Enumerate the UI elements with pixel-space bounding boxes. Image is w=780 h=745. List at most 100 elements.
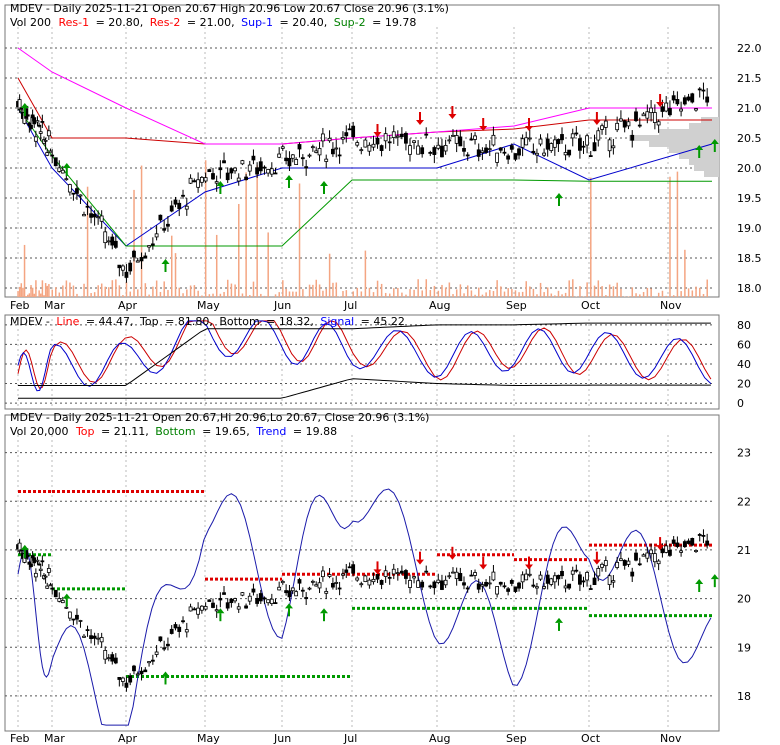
candle-body [96, 216, 101, 219]
volume-bar [661, 290, 664, 297]
candle-body [67, 611, 72, 619]
volume-bars [17, 160, 708, 297]
candle-body [38, 568, 43, 571]
legend-bottom-label: Bottom [219, 315, 259, 328]
candle-body [367, 579, 372, 586]
volume-bar [193, 285, 196, 297]
candle-body [645, 111, 650, 119]
candle-body [513, 153, 518, 160]
stochastic-lines [17, 320, 712, 399]
y-tick-label: 19.5 [737, 192, 762, 205]
candle-body [324, 591, 329, 594]
up-arrow-head [62, 163, 71, 168]
month-label: Aug [429, 299, 450, 312]
candle-body [491, 571, 496, 581]
y-tick-label: 80 [737, 319, 751, 332]
candle-body [656, 121, 661, 126]
volume-bar [335, 282, 338, 297]
down-arrow-head [525, 564, 533, 570]
candle-body [652, 112, 657, 123]
candle-body [412, 140, 416, 143]
y-tick-label: 20.5 [737, 132, 762, 145]
month-label: Jun [273, 732, 291, 745]
candle-body [552, 575, 557, 583]
month-label: Sep [506, 299, 527, 312]
legend-sup2-value: = 19.78 [372, 16, 416, 29]
volume-bar [22, 287, 24, 297]
volume-bar [572, 279, 574, 297]
candle-body [637, 124, 642, 127]
candle-body [85, 205, 90, 208]
candle-body [660, 548, 665, 554]
candle-body [634, 552, 638, 561]
candle-body [416, 580, 421, 588]
volume-bar [223, 291, 225, 297]
candle-body [277, 153, 282, 158]
y-tick-label: 20 [737, 593, 751, 606]
candle-body [324, 158, 329, 162]
candle-body [432, 147, 437, 155]
candle-body [694, 108, 698, 111]
volume-bar [360, 291, 363, 297]
volume-bar [174, 253, 177, 297]
candle-body [399, 133, 404, 138]
candle-body [686, 96, 691, 101]
volume-bar [129, 291, 132, 297]
profile-bar [694, 165, 719, 171]
candle-body [233, 598, 237, 602]
candle-body [320, 570, 325, 578]
legend-signal-value: = 45.22 [361, 315, 405, 328]
volume-bar [30, 285, 32, 297]
candle-body [412, 576, 416, 579]
candle-body [290, 587, 295, 592]
candle-body [106, 240, 111, 243]
candle-body [45, 152, 50, 156]
candle-body [600, 563, 604, 568]
candle-body [675, 542, 680, 547]
volume-bar [302, 289, 304, 297]
candle-body [509, 580, 514, 584]
candle-body [154, 651, 159, 655]
candle-body [334, 581, 339, 584]
candle-body [634, 111, 638, 122]
candle-body [82, 635, 86, 638]
volume-bar [125, 282, 128, 297]
candle-body [531, 150, 536, 154]
volume-bar [425, 279, 428, 297]
candle-body [671, 95, 676, 101]
volume-bar [550, 293, 553, 297]
volume-bar [137, 289, 139, 297]
candle-body [32, 117, 37, 125]
candle-body [611, 580, 616, 583]
profile-bar [689, 159, 719, 165]
volume-bar [155, 280, 158, 297]
volume-bar [409, 289, 411, 297]
month-label: May [197, 732, 220, 745]
candle-body [458, 136, 463, 147]
volume-bar [593, 285, 596, 297]
candle-body [124, 682, 129, 688]
month-label: Mar [44, 732, 65, 745]
volume-bar [388, 293, 391, 297]
volume-bar [345, 290, 348, 297]
volume-bar [38, 290, 40, 297]
candle-body [277, 586, 282, 591]
candle-body [588, 588, 593, 590]
volume-bar [288, 291, 291, 297]
volume-bar [620, 288, 622, 297]
up-arrow-head [710, 139, 719, 144]
volume-bar [20, 283, 23, 297]
volume-bar [31, 287, 34, 297]
candle-body [375, 137, 380, 145]
candle-body [40, 121, 45, 123]
candle-body [420, 581, 425, 588]
candle-body [341, 573, 345, 576]
candle-body [578, 138, 582, 151]
candle-body [347, 566, 352, 569]
volume-bar [539, 282, 542, 297]
candle-body [542, 586, 546, 589]
candle-body [46, 130, 51, 137]
volume-bar [503, 291, 506, 297]
volume-bar [376, 280, 379, 297]
volume-bar [433, 285, 436, 297]
